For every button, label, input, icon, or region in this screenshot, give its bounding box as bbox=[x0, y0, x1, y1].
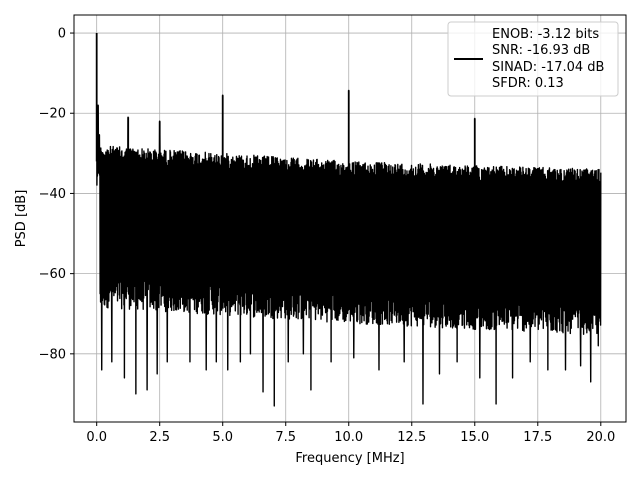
x-tick-label: 15.0 bbox=[460, 430, 489, 445]
legend-sfdr: SFDR: 0.13 bbox=[492, 76, 564, 91]
x-tick-label: 7.5 bbox=[275, 430, 296, 445]
axes-frame bbox=[73, 14, 627, 423]
series-line bbox=[95, 33, 602, 407]
y-tick-label: −60 bbox=[39, 267, 66, 282]
y-tick-label: 0 bbox=[58, 27, 66, 42]
x-tick-label: 10.0 bbox=[334, 430, 363, 445]
x-tick-label: 0.0 bbox=[86, 430, 107, 445]
y-tick-label: −80 bbox=[39, 347, 66, 362]
legend-enob: ENOB: -3.12 bits bbox=[492, 27, 599, 42]
x-tick-label: 20.0 bbox=[586, 430, 615, 445]
ticks: 0.0 2.5 5.0 7.5 10.0 12.5 15.0 17.5 20.0 0 −20 −40 −… bbox=[39, 27, 616, 445]
legend-snr: SNR: -16.93 dB bbox=[492, 43, 590, 58]
x-tick-label: 5.0 bbox=[212, 430, 233, 445]
y-tick-label: −40 bbox=[39, 187, 66, 202]
legend-box bbox=[447, 21, 619, 97]
y-tick-label: −20 bbox=[39, 107, 66, 122]
x-axis-label: Frequency [MHz] bbox=[295, 451, 404, 466]
x-tick-label: 17.5 bbox=[523, 430, 552, 445]
legend-sinad: SINAD: -17.04 dB bbox=[492, 60, 604, 75]
x-tick-label: 2.5 bbox=[149, 430, 170, 445]
x-tick-label: 12.5 bbox=[397, 430, 426, 445]
legend: ENOB: -3.12 bits SNR: -16.93 dB SINAD: -… bbox=[447, 21, 619, 97]
y-axis-label: PSD [dB] bbox=[14, 190, 29, 248]
